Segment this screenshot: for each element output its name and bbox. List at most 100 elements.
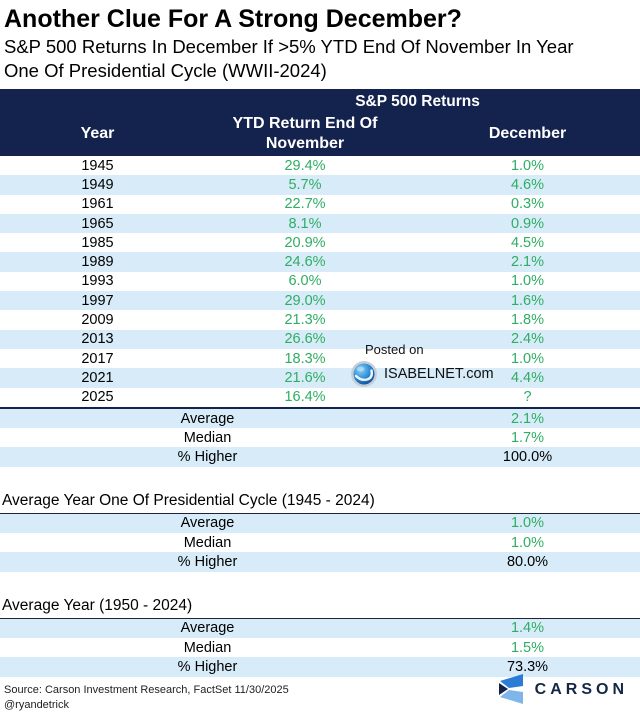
table-row: 1961 22.7% 0.3% [0, 195, 640, 214]
column-header-row: Year YTD Return End Of November December [0, 112, 640, 156]
group-header-spacer [0, 89, 195, 112]
page-subtitle: S&P 500 Returns In December If >5% YTD E… [4, 35, 636, 83]
ytd-cell: 8.1% [288, 215, 322, 232]
summary-label: % Higher [177, 658, 238, 675]
summary-value: 2.1% [415, 406, 640, 429]
summary-value: 1.4% [510, 620, 545, 637]
ytd-cell: 6.0% [288, 273, 322, 290]
summary-label: % Higher [177, 449, 238, 466]
december-cell: 4.4% [510, 369, 545, 386]
year-cell: 1945 [81, 157, 114, 174]
ytd-cell: 20.9% [284, 234, 326, 251]
year-cell: 2025 [81, 389, 114, 406]
year-cell: 2013 [81, 331, 114, 348]
summary-value: 1.7% [510, 429, 545, 446]
group-header-row: S&P 500 Returns [0, 89, 640, 112]
summary-label: Median [183, 534, 232, 551]
carson-logo-icon [498, 674, 523, 704]
section-heading: Average Year One Of Presidential Cycle (… [0, 492, 640, 514]
december-cell: 2.1% [510, 254, 545, 271]
summary-label: Median [183, 429, 232, 446]
column-header-december: December [415, 112, 640, 156]
summary-row-median: Median 1.7% [0, 428, 640, 448]
summary-row-pct-higher: % Higher 73.3% [0, 657, 640, 677]
summary-label: % Higher [177, 553, 238, 570]
december-cell: 4.6% [510, 176, 545, 193]
table-row: 1993 6.0% 1.0% [0, 272, 640, 291]
year-cell: 1997 [81, 292, 114, 309]
returns-table-header: S&P 500 Returns Year YTD Return End Of N… [0, 89, 640, 156]
summary-row-average: Average 1.4% [0, 618, 640, 638]
year-cell: 2017 [81, 350, 114, 367]
column-header-year: Year [0, 112, 195, 156]
table-row: 1989 24.6% 2.1% [0, 252, 640, 272]
returns-table: S&P 500 Returns Year YTD Return End Of N… [0, 89, 640, 467]
summary-value: 1.5% [510, 639, 545, 656]
december-cell: 2.4% [510, 331, 545, 348]
ytd-cell: 18.3% [284, 350, 326, 367]
page-title: Another Clue For A Strong December? [4, 5, 462, 33]
summary-label: Average [180, 515, 235, 532]
benchmark-table: Average 1.0% Median 1.0% % Higher 80.0% [0, 513, 640, 572]
ytd-cell: 16.4% [284, 389, 326, 406]
watermark-posted-on: Posted on [365, 342, 424, 357]
benchmark-section-average-year: Average Year (1950 - 2024) Average 1.4% M… [0, 597, 640, 677]
summary-label: Average [180, 620, 235, 637]
summary-row-pct-higher: % Higher 100.0% [0, 447, 640, 467]
table-row: 1985 20.9% 4.5% [0, 233, 640, 252]
table-row: 2013 26.6% 2.4% [0, 329, 640, 349]
section-heading: Average Year (1950 - 2024) [0, 597, 640, 619]
table-row: 2025 16.4%? [0, 388, 640, 408]
december-cell: 1.6% [510, 292, 545, 309]
table-row: 1965 8.1% 0.9% [0, 213, 640, 234]
returns-table-body: 1945 29.4% 1.0% 1949 5.7% 4.6% 1961 22.7% 0.3%… [0, 156, 640, 408]
year-cell: 1989 [81, 254, 114, 271]
subtitle-line-1: S&P 500 Returns In December If >5% YTD E… [4, 36, 574, 57]
december-cell: 1.8% [510, 312, 545, 329]
december-cell: 0.9% [510, 215, 545, 232]
author-handle: @ryandetrick [4, 699, 69, 711]
summary-row-average: Average 1.0% [0, 513, 640, 534]
ytd-cell: 21.3% [284, 312, 326, 329]
year-cell: 1965 [81, 215, 114, 232]
year-cell: 1993 [81, 273, 114, 290]
subtitle-line-2: One Of Presidential Cycle (WWII-2024) [4, 60, 327, 81]
globe-icon [351, 361, 377, 387]
year-cell: 1949 [81, 176, 114, 193]
december-cell: 1.0% [510, 157, 545, 174]
benchmark-section-presidential-cycle: Average Year One Of Presidential Cycle (… [0, 492, 640, 572]
table-row: 1949 5.7% 4.6% [0, 175, 640, 195]
group-header-label: S&P 500 Returns [195, 89, 640, 112]
year-cell: 2009 [81, 312, 114, 329]
table-row: 1997 29.0% 1.6% [0, 291, 640, 311]
summary-label: Average [0, 406, 415, 429]
summary-row-average: Average 2.1% [0, 406, 640, 429]
source-text: Source: Carson Investment Research, Fact… [4, 684, 289, 696]
table-row: 1945 29.4% 1.0% [0, 156, 640, 175]
watermark-site: ISABELNET.com [384, 366, 494, 382]
benchmark-table: Average 1.4% Median 1.5% % Higher 73.3% [0, 618, 640, 677]
year-cell: 2021 [81, 369, 114, 386]
summary-value: 73.3% [506, 658, 549, 675]
table-row: 2021 21.6% 4.4% [0, 368, 640, 388]
december-cell: 0.3% [510, 196, 545, 213]
footer: Source: Carson Investment Research, Fact… [0, 674, 640, 712]
summary-value: 1.0% [510, 534, 545, 551]
year-cell: 1985 [81, 234, 114, 251]
december-cell: 1.0% [510, 273, 545, 290]
summary-value: 80.0% [506, 553, 549, 570]
table-row: 2017 18.3% 1.0% [0, 349, 640, 368]
summary-row-median: Median 1.0% [0, 533, 640, 553]
column-header-ytd: YTD Return End Of November [195, 112, 415, 156]
ytd-cell: 29.0% [284, 292, 326, 309]
december-cell: ? [523, 389, 532, 406]
year-cell: 1961 [81, 196, 114, 213]
ytd-cell: 29.4% [284, 157, 326, 174]
ytd-cell: 5.7% [288, 176, 322, 193]
ytd-cell: 24.6% [284, 254, 326, 271]
returns-summary: Average 2.1% Median 1.7% % Higher 100.0% [0, 406, 640, 467]
summary-label: Median [183, 639, 232, 656]
summary-value: 1.0% [510, 515, 545, 532]
ytd-cell: 21.6% [284, 369, 326, 386]
